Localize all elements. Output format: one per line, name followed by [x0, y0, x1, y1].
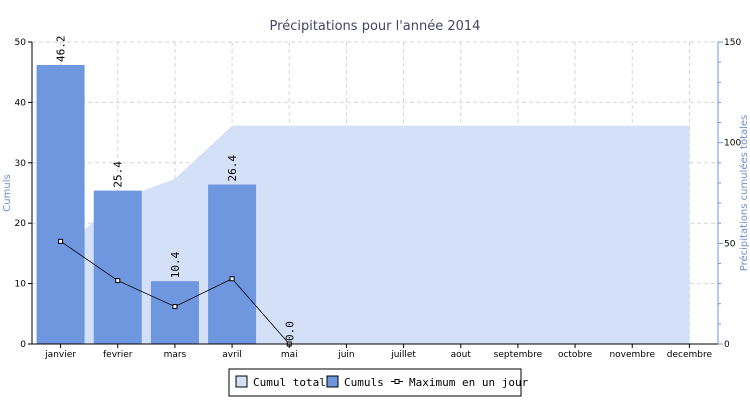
- y-left-tick-label: 30: [15, 159, 27, 169]
- cumuls-bar-layer: [36, 64, 257, 345]
- bar-janvier: [36, 64, 85, 345]
- legend-marker-maximum: [394, 379, 400, 384]
- legend-label-cumul-total: Cumul total: [253, 376, 326, 389]
- data-label-avril: 26.4: [226, 155, 239, 182]
- y-left-tick-label: 20: [15, 219, 27, 229]
- y-right-tick-label: 100: [724, 139, 741, 149]
- x-tick-label-juillet: juillet: [390, 350, 416, 360]
- legend-swatch-cumuls: [326, 375, 339, 388]
- maximum-point-avril: [229, 276, 235, 282]
- x-tick-label-novembre: novembre: [609, 350, 655, 360]
- y-left-tick-label: 40: [15, 98, 27, 108]
- x-tick-label-avril: avril: [222, 350, 242, 360]
- y-left-tick-label: 10: [15, 280, 27, 290]
- data-label-fevrier: 25.4: [112, 161, 125, 188]
- x-tick-label-decembre: decembre: [667, 350, 713, 360]
- data-label-mars: 10.4: [169, 251, 182, 278]
- legend-label-maximum: Maximum en un jour: [409, 376, 529, 389]
- x-tick-label-aout: aout: [451, 350, 472, 360]
- x-tick-label-mai: mai: [281, 350, 298, 360]
- bar-fevrier: [93, 190, 142, 344]
- x-tick-label-juin: juin: [337, 350, 354, 360]
- y-left-axis-title: Cumuls: [2, 174, 13, 211]
- y-left-tick-label: 0: [20, 340, 26, 350]
- data-label-janvier: 46.2: [55, 35, 68, 62]
- legend-swatch-cumul-total: [235, 375, 248, 388]
- y-right-tick-label: 150: [724, 38, 741, 48]
- axes: [31, 42, 719, 345]
- x-tick-label-octobre: octobre: [558, 350, 593, 360]
- x-tick-label-mars: mars: [164, 350, 187, 360]
- y-right-tick-label: 0: [724, 340, 730, 350]
- data-labels: 46.2 25.4 10.4 26.4 0.0: [55, 35, 297, 341]
- maximum-point-janvier: [58, 238, 64, 244]
- tick-labels: 0 10 20 30 40 50 0 50 100 150 janvier fevrier mars av…: [15, 38, 742, 360]
- data-label-mai: 0.0: [283, 321, 296, 341]
- y-right-axis-title: Précipitations cumulées totales: [738, 115, 750, 272]
- bar-mars: [150, 281, 199, 344]
- legend-box: [228, 368, 522, 397]
- x-tick-label-janvier: janvier: [44, 350, 76, 360]
- maximum-point-fevrier: [115, 278, 121, 284]
- x-tick-label-septembre: septembre: [494, 350, 543, 360]
- y-right-tick-label: 50: [724, 239, 736, 249]
- chart-title: Précipitations pour l'année 2014: [270, 19, 481, 34]
- y-left-tick-label: 50: [15, 38, 27, 48]
- maximum-point-mars: [172, 304, 178, 310]
- legend-label-cumuls: Cumuls: [344, 376, 384, 389]
- bar-avril: [208, 184, 257, 344]
- x-tick-label-fevrier: fevrier: [103, 350, 133, 360]
- legend: Cumul total Cumuls Maximum en un jour: [228, 368, 529, 397]
